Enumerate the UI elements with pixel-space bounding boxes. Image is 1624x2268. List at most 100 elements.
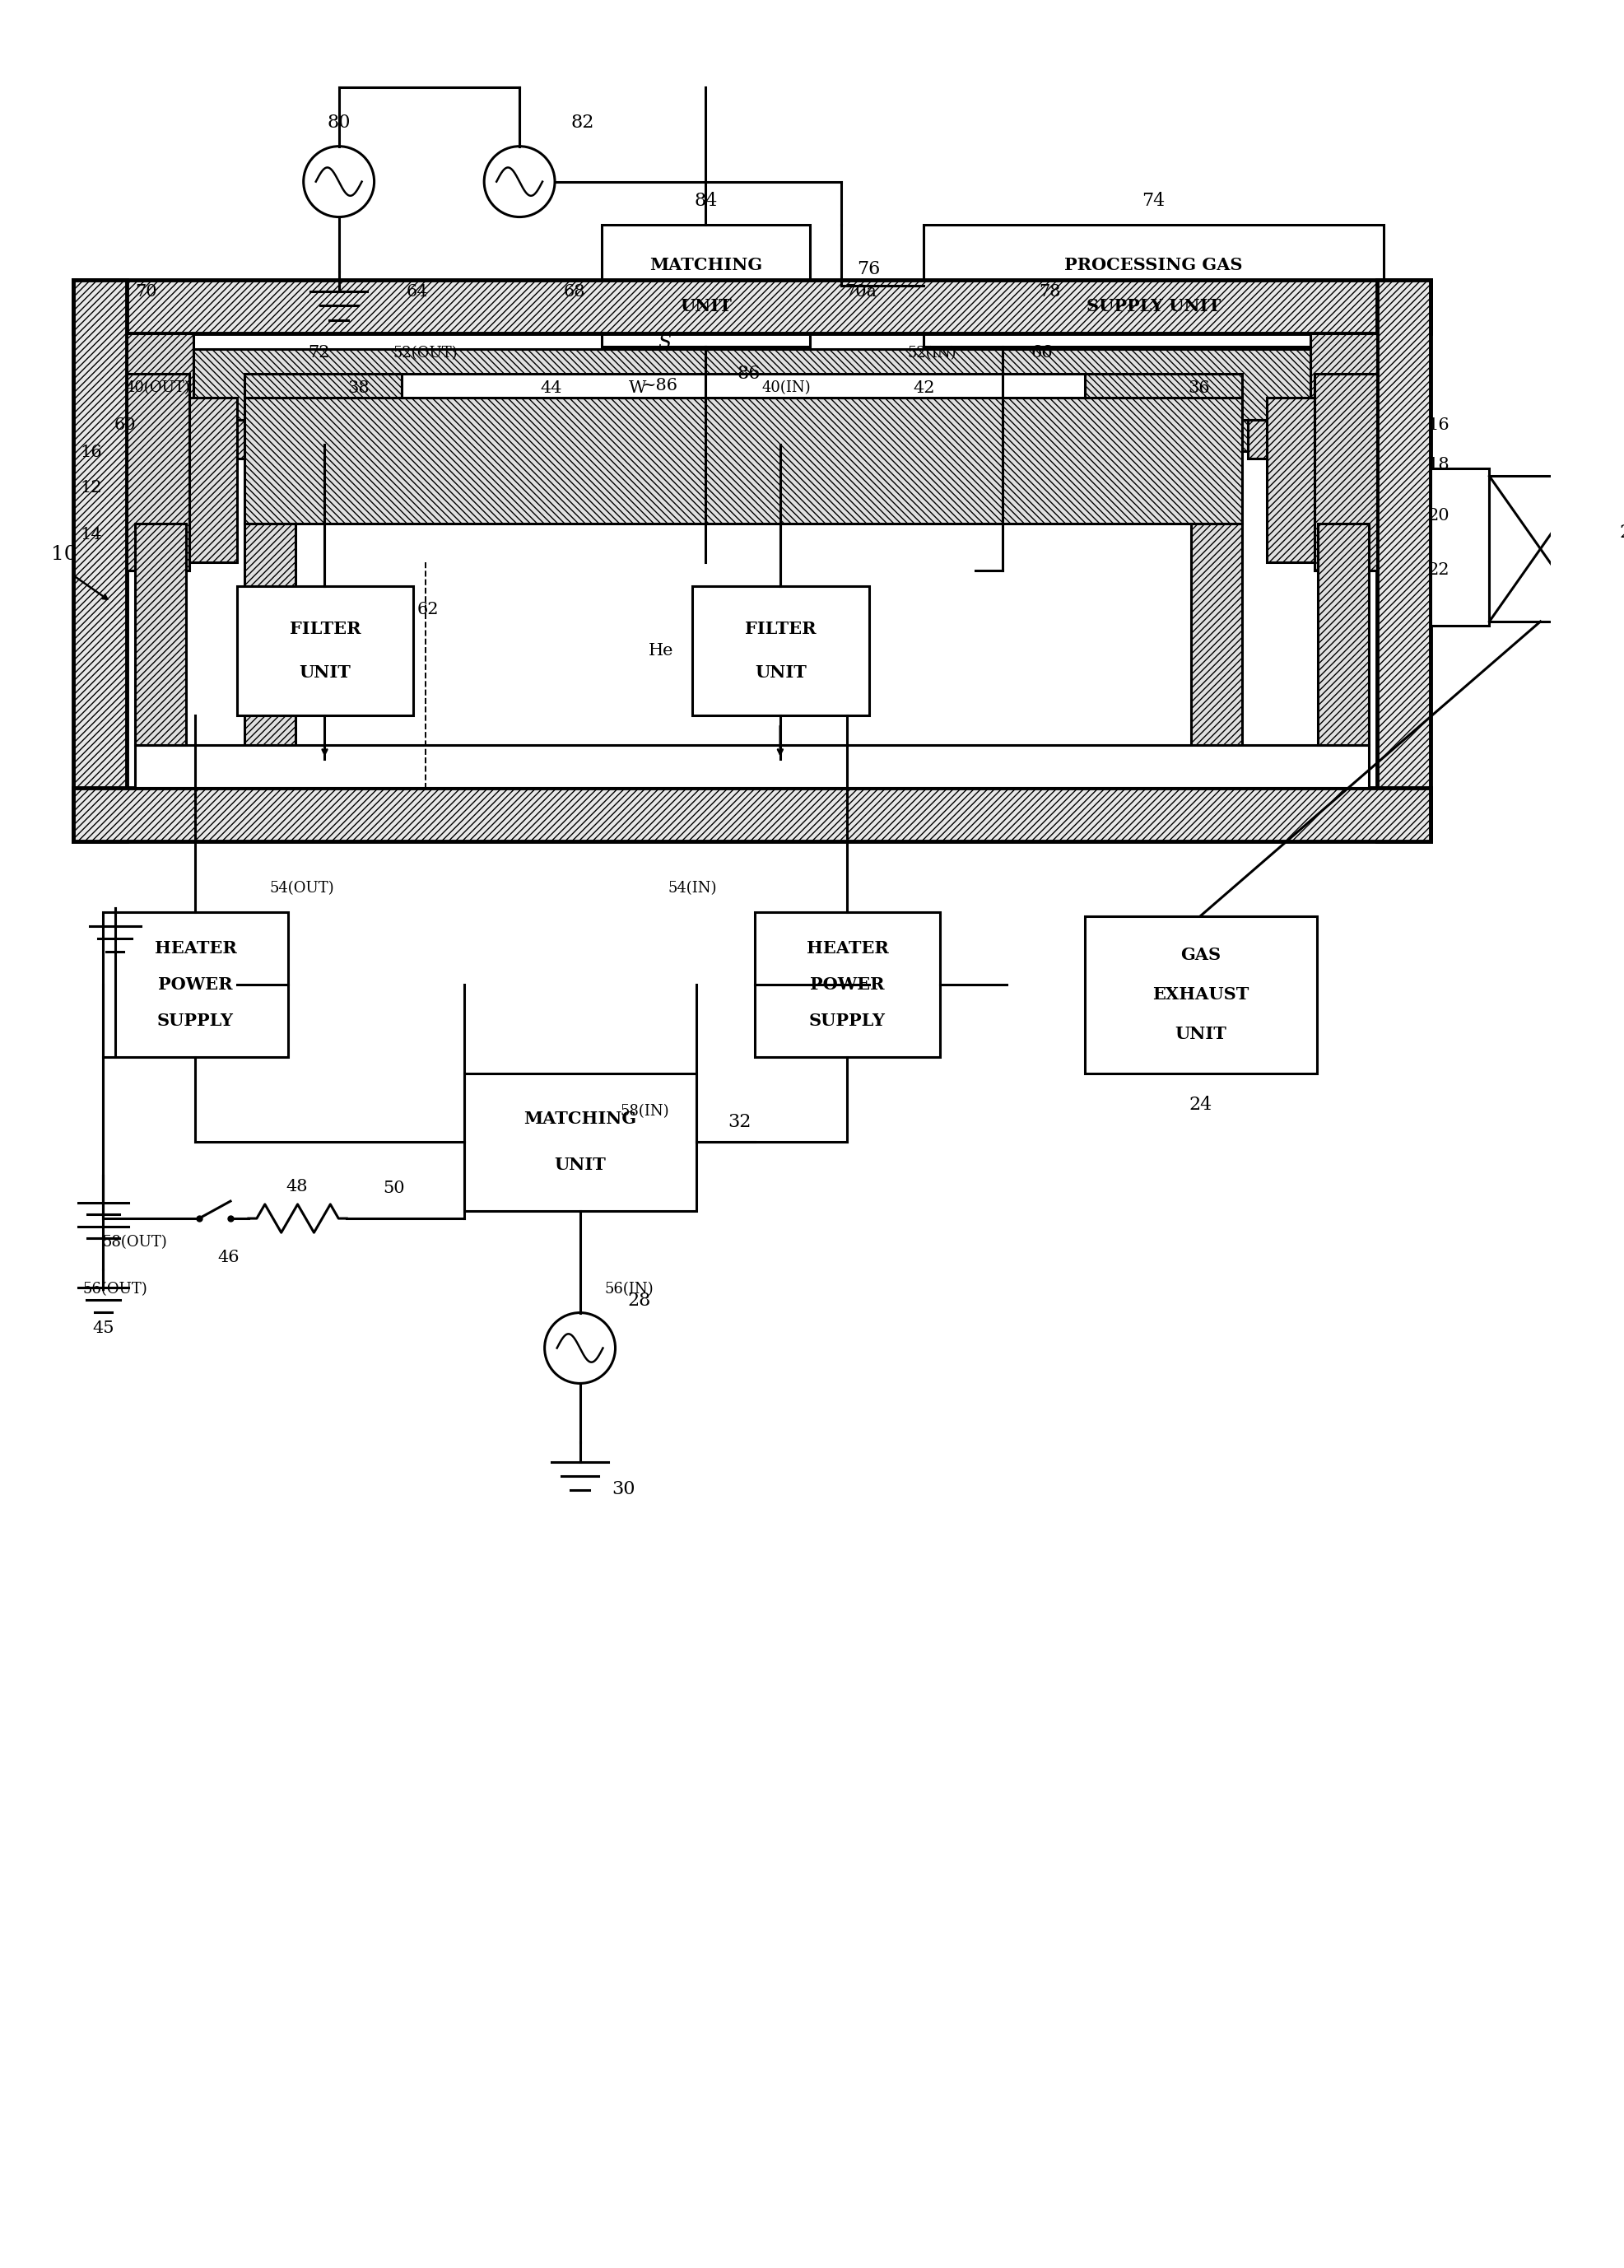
Text: HEATER: HEATER (806, 941, 888, 957)
Text: 52(OUT): 52(OUT) (393, 345, 458, 361)
Bar (193, 349, 1311, 420)
Bar (1431, 467, 1489, 626)
Text: UNIT: UNIT (680, 297, 732, 315)
Text: 60: 60 (114, 417, 136, 433)
Text: FILTER: FILTER (289, 621, 361, 637)
Text: UNIT: UNIT (299, 665, 351, 680)
Text: SUPPLY: SUPPLY (158, 1014, 234, 1030)
Bar (1377, 279, 1431, 841)
Text: FILTER: FILTER (745, 621, 817, 637)
Text: UNIT: UNIT (755, 665, 807, 680)
Text: 45: 45 (93, 1320, 114, 1336)
Bar (1314, 374, 1377, 572)
Text: 48: 48 (286, 1179, 309, 1195)
Text: 24: 24 (1189, 1095, 1212, 1114)
Bar (1085, 916, 1317, 1073)
Bar (1247, 420, 1311, 458)
Text: 58(IN): 58(IN) (620, 1105, 669, 1118)
Text: 50: 50 (383, 1182, 404, 1198)
Text: 58(OUT): 58(OUT) (102, 1234, 167, 1250)
Bar (240, 420, 1263, 451)
Text: 46: 46 (218, 1250, 240, 1266)
Text: 16: 16 (1427, 417, 1449, 433)
Bar (190, 397, 237, 562)
Bar (401, 374, 1085, 397)
Bar (73, 787, 1431, 841)
Bar (245, 397, 1242, 524)
Bar (1190, 524, 1242, 787)
Bar (245, 524, 296, 787)
Text: 54(OUT): 54(OUT) (270, 882, 335, 896)
Bar (73, 279, 1431, 333)
Text: PROCESSING GAS: PROCESSING GAS (1065, 256, 1242, 274)
Bar (464, 1073, 697, 1211)
Text: 64: 64 (406, 284, 429, 299)
Text: UNIT: UNIT (554, 1157, 606, 1173)
Text: 16: 16 (81, 445, 102, 460)
Text: 84: 84 (693, 193, 718, 211)
Text: MATCHING: MATCHING (650, 256, 762, 274)
Text: 20: 20 (1427, 508, 1449, 524)
Bar (603, 225, 810, 347)
Bar (755, 912, 940, 1057)
Text: 72: 72 (309, 345, 330, 361)
Text: 40(OUT): 40(OUT) (125, 381, 190, 395)
Text: S: S (658, 333, 671, 352)
Text: 56(IN): 56(IN) (604, 1281, 654, 1297)
Bar (1311, 333, 1377, 435)
Text: He: He (648, 642, 674, 658)
Text: 14: 14 (81, 526, 102, 542)
Text: POWER: POWER (158, 978, 232, 993)
Text: 86: 86 (737, 365, 760, 383)
Text: EXHAUST: EXHAUST (1153, 987, 1249, 1002)
Text: 26: 26 (1619, 524, 1624, 542)
Text: 68: 68 (564, 284, 585, 299)
Text: 22: 22 (1427, 562, 1449, 578)
Text: 32: 32 (728, 1114, 750, 1132)
Text: 18: 18 (1427, 456, 1449, 472)
Bar (1085, 374, 1242, 397)
Bar (73, 279, 127, 841)
Text: 38: 38 (348, 381, 369, 397)
Text: 70: 70 (135, 284, 158, 299)
Text: 80: 80 (326, 113, 351, 132)
Bar (1267, 397, 1314, 562)
Text: 82: 82 (570, 113, 594, 132)
Bar (924, 225, 1384, 347)
Text: SUPPLY UNIT: SUPPLY UNIT (1086, 297, 1221, 315)
Text: 70a: 70a (844, 284, 877, 299)
Bar (135, 744, 1369, 787)
Text: MATCHING: MATCHING (525, 1111, 637, 1127)
Bar (127, 374, 190, 572)
Text: SUPPLY: SUPPLY (809, 1014, 885, 1030)
Text: 56(OUT): 56(OUT) (83, 1281, 148, 1297)
Text: 52(IN): 52(IN) (908, 345, 957, 361)
Text: 76: 76 (857, 261, 880, 279)
Bar (245, 374, 401, 397)
Text: W: W (628, 381, 646, 397)
Bar (104, 912, 287, 1057)
Text: UNIT: UNIT (1174, 1025, 1226, 1041)
Text: 54(IN): 54(IN) (667, 882, 716, 896)
Text: GAS: GAS (1181, 948, 1221, 964)
Text: 74: 74 (1142, 193, 1166, 211)
Text: 78: 78 (1039, 284, 1060, 299)
Text: 40(IN): 40(IN) (762, 381, 810, 395)
Text: 42: 42 (913, 381, 935, 397)
Bar (193, 420, 257, 458)
Bar (127, 333, 193, 435)
Text: 30: 30 (611, 1481, 635, 1499)
Text: 66: 66 (1031, 345, 1052, 361)
Text: 36: 36 (1187, 381, 1210, 397)
Text: 10: 10 (50, 544, 76, 565)
Text: ~86: ~86 (641, 379, 679, 395)
Text: 28: 28 (627, 1293, 651, 1311)
Text: 12: 12 (81, 481, 102, 497)
Text: HEATER: HEATER (154, 941, 237, 957)
Text: POWER: POWER (810, 978, 885, 993)
Bar (1489, 476, 1592, 621)
Bar (692, 585, 869, 717)
Text: 44: 44 (541, 381, 562, 397)
Text: 62: 62 (417, 601, 438, 617)
Bar (135, 524, 185, 744)
